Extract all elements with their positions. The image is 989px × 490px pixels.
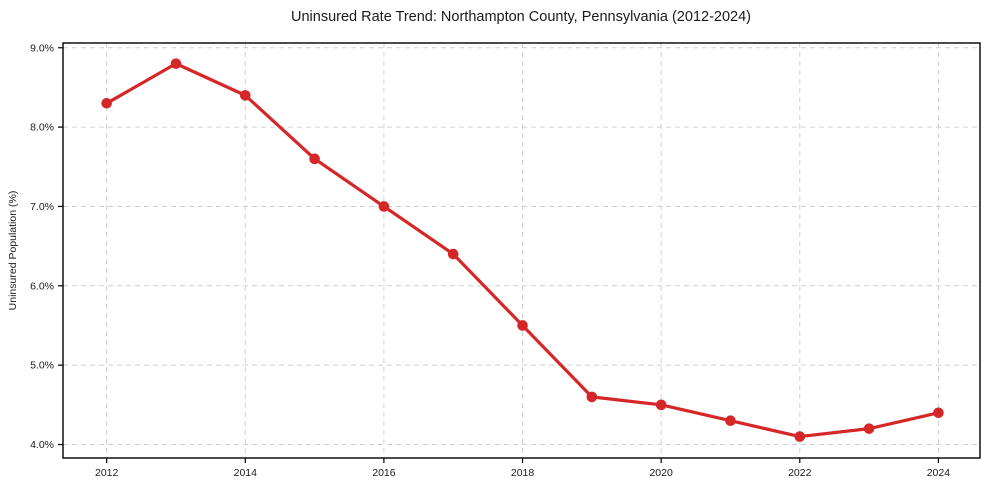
plot-border (62, 42, 981, 459)
series-layer (101, 58, 944, 442)
data-point (586, 391, 598, 403)
y-tick-label: 6.0% (30, 280, 54, 292)
data-point (655, 399, 667, 411)
x-tick-label: 2022 (788, 467, 812, 479)
data-point (447, 248, 459, 260)
label-layer: 2012 2014 2016 2018 2020 2022 2024 4.0% 5.0% 6.0%… (30, 42, 950, 479)
x-tick-label: 2024 (927, 467, 951, 479)
data-point (101, 98, 112, 109)
tick-layer (58, 47, 940, 463)
data-point (725, 415, 736, 427)
data-point (309, 153, 320, 165)
data-point (170, 58, 182, 69)
y-tick-label: 4.0% (30, 439, 54, 451)
y-tick-label: 8.0% (30, 122, 54, 134)
data-point (378, 201, 390, 212)
x-tick-label: 2020 (649, 467, 673, 479)
chart-title: Uninsured Rate Trend: Northampton County… (291, 9, 751, 25)
data-point (933, 407, 944, 419)
x-tick-label: 2012 (95, 467, 119, 479)
y-axis-label: Uninsured Population (%) (7, 191, 19, 311)
x-tick-label: 2018 (511, 467, 535, 479)
grid-layer (63, 43, 980, 458)
y-tick-label: 5.0% (30, 360, 54, 372)
data-point (863, 423, 875, 434)
y-tick-label: 7.0% (30, 201, 54, 213)
data-point (794, 431, 806, 442)
y-tick-label: 9.0% (30, 42, 54, 54)
x-tick-label: 2014 (234, 467, 258, 479)
data-point (239, 90, 251, 101)
data-point (517, 320, 528, 331)
x-tick-label: 2016 (372, 467, 396, 479)
